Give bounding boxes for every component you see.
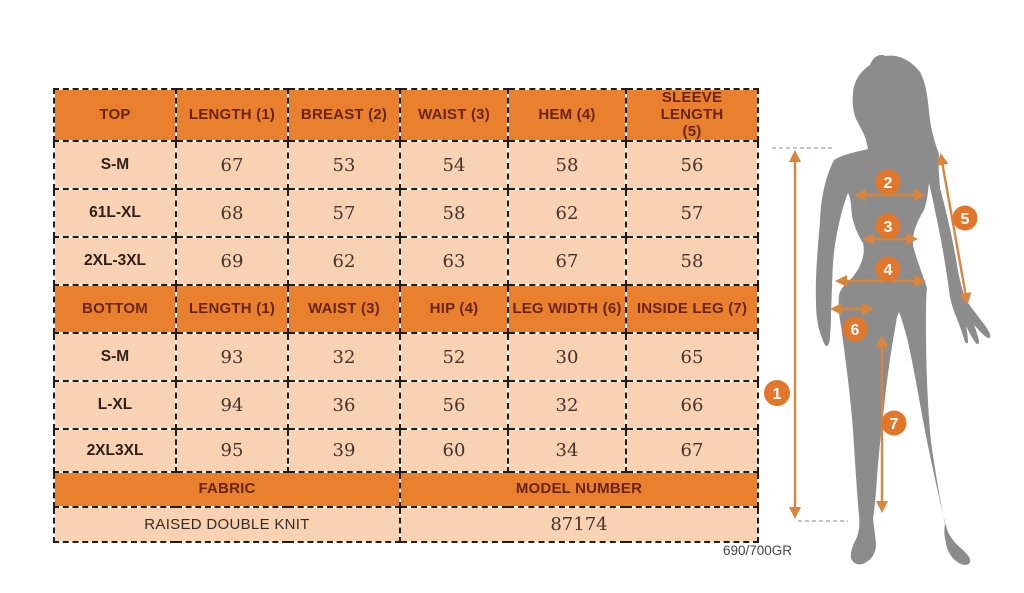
- size-label: S-M: [53, 140, 177, 191]
- fabric-header-row: FABRIC MODEL NUMBER: [53, 471, 759, 509]
- marker-4: 4: [875, 256, 901, 282]
- size-label: 2XL3XL: [53, 428, 177, 474]
- cell-value: 60: [399, 428, 509, 474]
- col-header-sleeve-length-5-text: SLEEVE LENGTH (5): [660, 89, 724, 140]
- top-header-row: TOP LENGTH (1) BREAST (2) WAIST (3) HEM …: [53, 87, 759, 143]
- model-number-value: 87174: [399, 506, 759, 544]
- cell-value: 58: [399, 188, 509, 239]
- cell-value: 57: [287, 188, 401, 239]
- table-row: 61L-XL 68 57 58 62 57: [53, 188, 759, 239]
- cell-value: 32: [507, 380, 627, 431]
- marker-2-number: 2: [884, 175, 893, 192]
- col-header-sleeve-length-5: SLEEVE LENGTH (5): [625, 87, 759, 143]
- col-header-leg-width-6: LEG WIDTH (6): [507, 284, 627, 335]
- marker-2-circle: [875, 169, 901, 195]
- marker-5: 5: [952, 205, 978, 231]
- bottom-header-row: BOTTOM LENGTH (1) WAIST (3) HIP (4) LEG …: [53, 284, 759, 335]
- marker-3: 3: [875, 213, 901, 239]
- cell-value: 68: [175, 188, 289, 239]
- cell-value: 34: [507, 428, 627, 474]
- cell-value: 56: [399, 380, 509, 431]
- cell-value: 67: [625, 428, 759, 474]
- fabric-header: FABRIC: [53, 471, 401, 509]
- marker-6-circle: [842, 316, 868, 342]
- col-header-inside-leg-7: INSIDE LEG (7): [625, 284, 759, 335]
- table-row: 2XL-3XL 69 62 63 67 58: [53, 236, 759, 287]
- cell-value: 39: [287, 428, 401, 474]
- table-row: L-XL 94 36 56 32 66: [53, 380, 759, 431]
- col-header-waist-3: WAIST (3): [287, 284, 401, 335]
- cell-value: 65: [625, 332, 759, 383]
- cell-value: 54: [399, 140, 509, 191]
- table-row: S-M 93 32 52 30 65: [53, 332, 759, 383]
- cell-value: 66: [625, 380, 759, 431]
- cell-value: 32: [287, 332, 401, 383]
- marker-1-circle: [764, 380, 790, 406]
- cell-value: 56: [625, 140, 759, 191]
- cell-value: 94: [175, 380, 289, 431]
- size-label: 61L-XL: [53, 188, 177, 239]
- cell-value: 93: [175, 332, 289, 383]
- marker-2: 2: [875, 169, 901, 195]
- cell-value: 58: [507, 140, 627, 191]
- size-label: S-M: [53, 332, 177, 383]
- marker-7-circle: [881, 410, 907, 436]
- marker-4-number: 4: [884, 262, 893, 279]
- fabric-value: RAISED DOUBLE KNIT: [53, 506, 401, 544]
- marker-6: 6: [842, 316, 868, 342]
- cell-value: 63: [399, 236, 509, 287]
- female-silhouette-shape: [815, 55, 991, 565]
- marker-1: 1: [764, 380, 790, 406]
- cell-value: 95: [175, 428, 289, 474]
- table-row: 2XL3XL 95 39 60 34 67: [53, 428, 759, 474]
- cell-value: 53: [287, 140, 401, 191]
- cell-value: 36: [287, 380, 401, 431]
- cell-value: 69: [175, 236, 289, 287]
- col-header-waist-3: WAIST (3): [399, 87, 509, 143]
- col-header-length-1: LENGTH (1): [175, 87, 289, 143]
- marker-7: 7: [881, 410, 907, 436]
- marker-5-circle: [952, 205, 978, 231]
- cell-value: 58: [625, 236, 759, 287]
- cell-value: 57: [625, 188, 759, 239]
- cell-value: 62: [507, 188, 627, 239]
- fabric-value-row: RAISED DOUBLE KNIT 87174: [53, 506, 759, 544]
- size-label: 2XL-3XL: [53, 236, 177, 287]
- marker-3-number: 3: [884, 219, 893, 236]
- marker-7-number: 7: [890, 416, 899, 433]
- size-label: L-XL: [53, 380, 177, 431]
- cell-value: 67: [175, 140, 289, 191]
- col-header-bottom: BOTTOM: [53, 284, 177, 335]
- model-number-header: MODEL NUMBER: [399, 471, 759, 509]
- table-row: S-M 67 53 54 58 56: [53, 140, 759, 191]
- cell-value: 67: [507, 236, 627, 287]
- marker-6-number: 6: [851, 322, 860, 339]
- marker-5-number: 5: [961, 211, 970, 228]
- arrow-sleeve-5: [936, 153, 972, 305]
- cell-value: 62: [287, 236, 401, 287]
- weight-note: 690/700GR: [722, 543, 792, 558]
- marker-4-circle: [875, 256, 901, 282]
- col-header-top: TOP: [53, 87, 177, 143]
- marker-1-number: 1: [773, 386, 782, 403]
- cell-value: 30: [507, 332, 627, 383]
- size-chart-table: TOP LENGTH (1) BREAST (2) WAIST (3) HEM …: [53, 87, 759, 544]
- cell-value: 52: [399, 332, 509, 383]
- col-header-hip-4: HIP (4): [399, 284, 509, 335]
- marker-3-circle: [875, 213, 901, 239]
- col-header-hem-4: HEM (4): [507, 87, 627, 143]
- col-header-breast-2: BREAST (2): [287, 87, 401, 143]
- col-header-length-1: LENGTH (1): [175, 284, 289, 335]
- measurement-figure: 1 2 3 4 5 6 7: [764, 55, 991, 565]
